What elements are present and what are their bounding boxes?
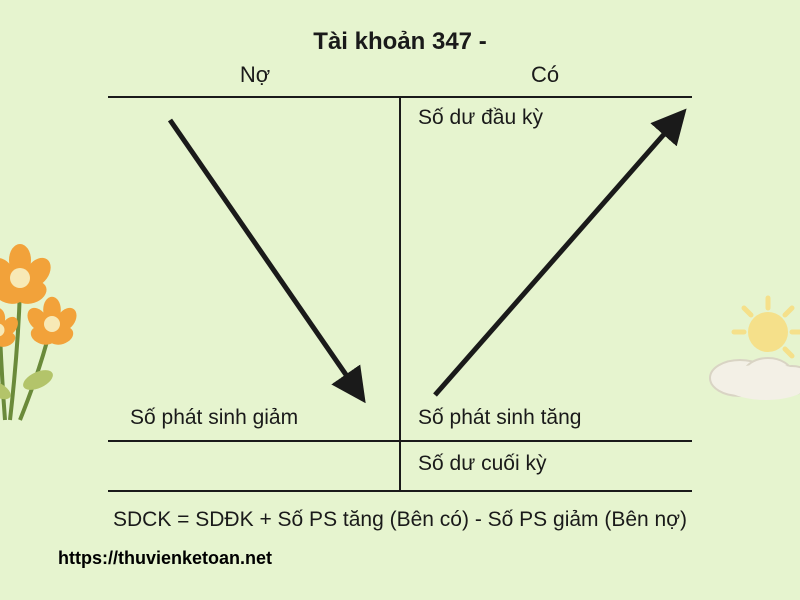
credit-arrow [435,116,680,395]
decrease-label: Số phát sinh giảm [130,406,298,430]
diagram: Tài khoản 347 - Nợ Có Số dư đầu kỳ Số ph… [0,0,800,600]
flower-decoration-icon [0,230,100,430]
increase-label: Số phát sinh tăng [418,406,581,430]
page-title: Tài khoản 347 - [0,28,800,56]
debit-arrow [170,120,360,395]
row-divider-2 [108,490,692,492]
row-divider-1 [108,440,692,442]
opening-balance-label: Số dư đầu kỳ [418,106,543,130]
closing-balance-label: Số dư cuối kỳ [418,452,546,476]
source-url: https://thuvienketoan.net [58,548,272,569]
sun-cloud-decoration-icon [690,290,800,410]
debit-header: Nợ [110,62,400,94]
credit-header: Có [400,62,690,94]
t-vertical-line [399,96,401,490]
formula-text: SDCK = SDĐK + Số PS tăng (Bên có) - Số P… [0,508,800,532]
t-account-header: Nợ Có [110,62,690,94]
